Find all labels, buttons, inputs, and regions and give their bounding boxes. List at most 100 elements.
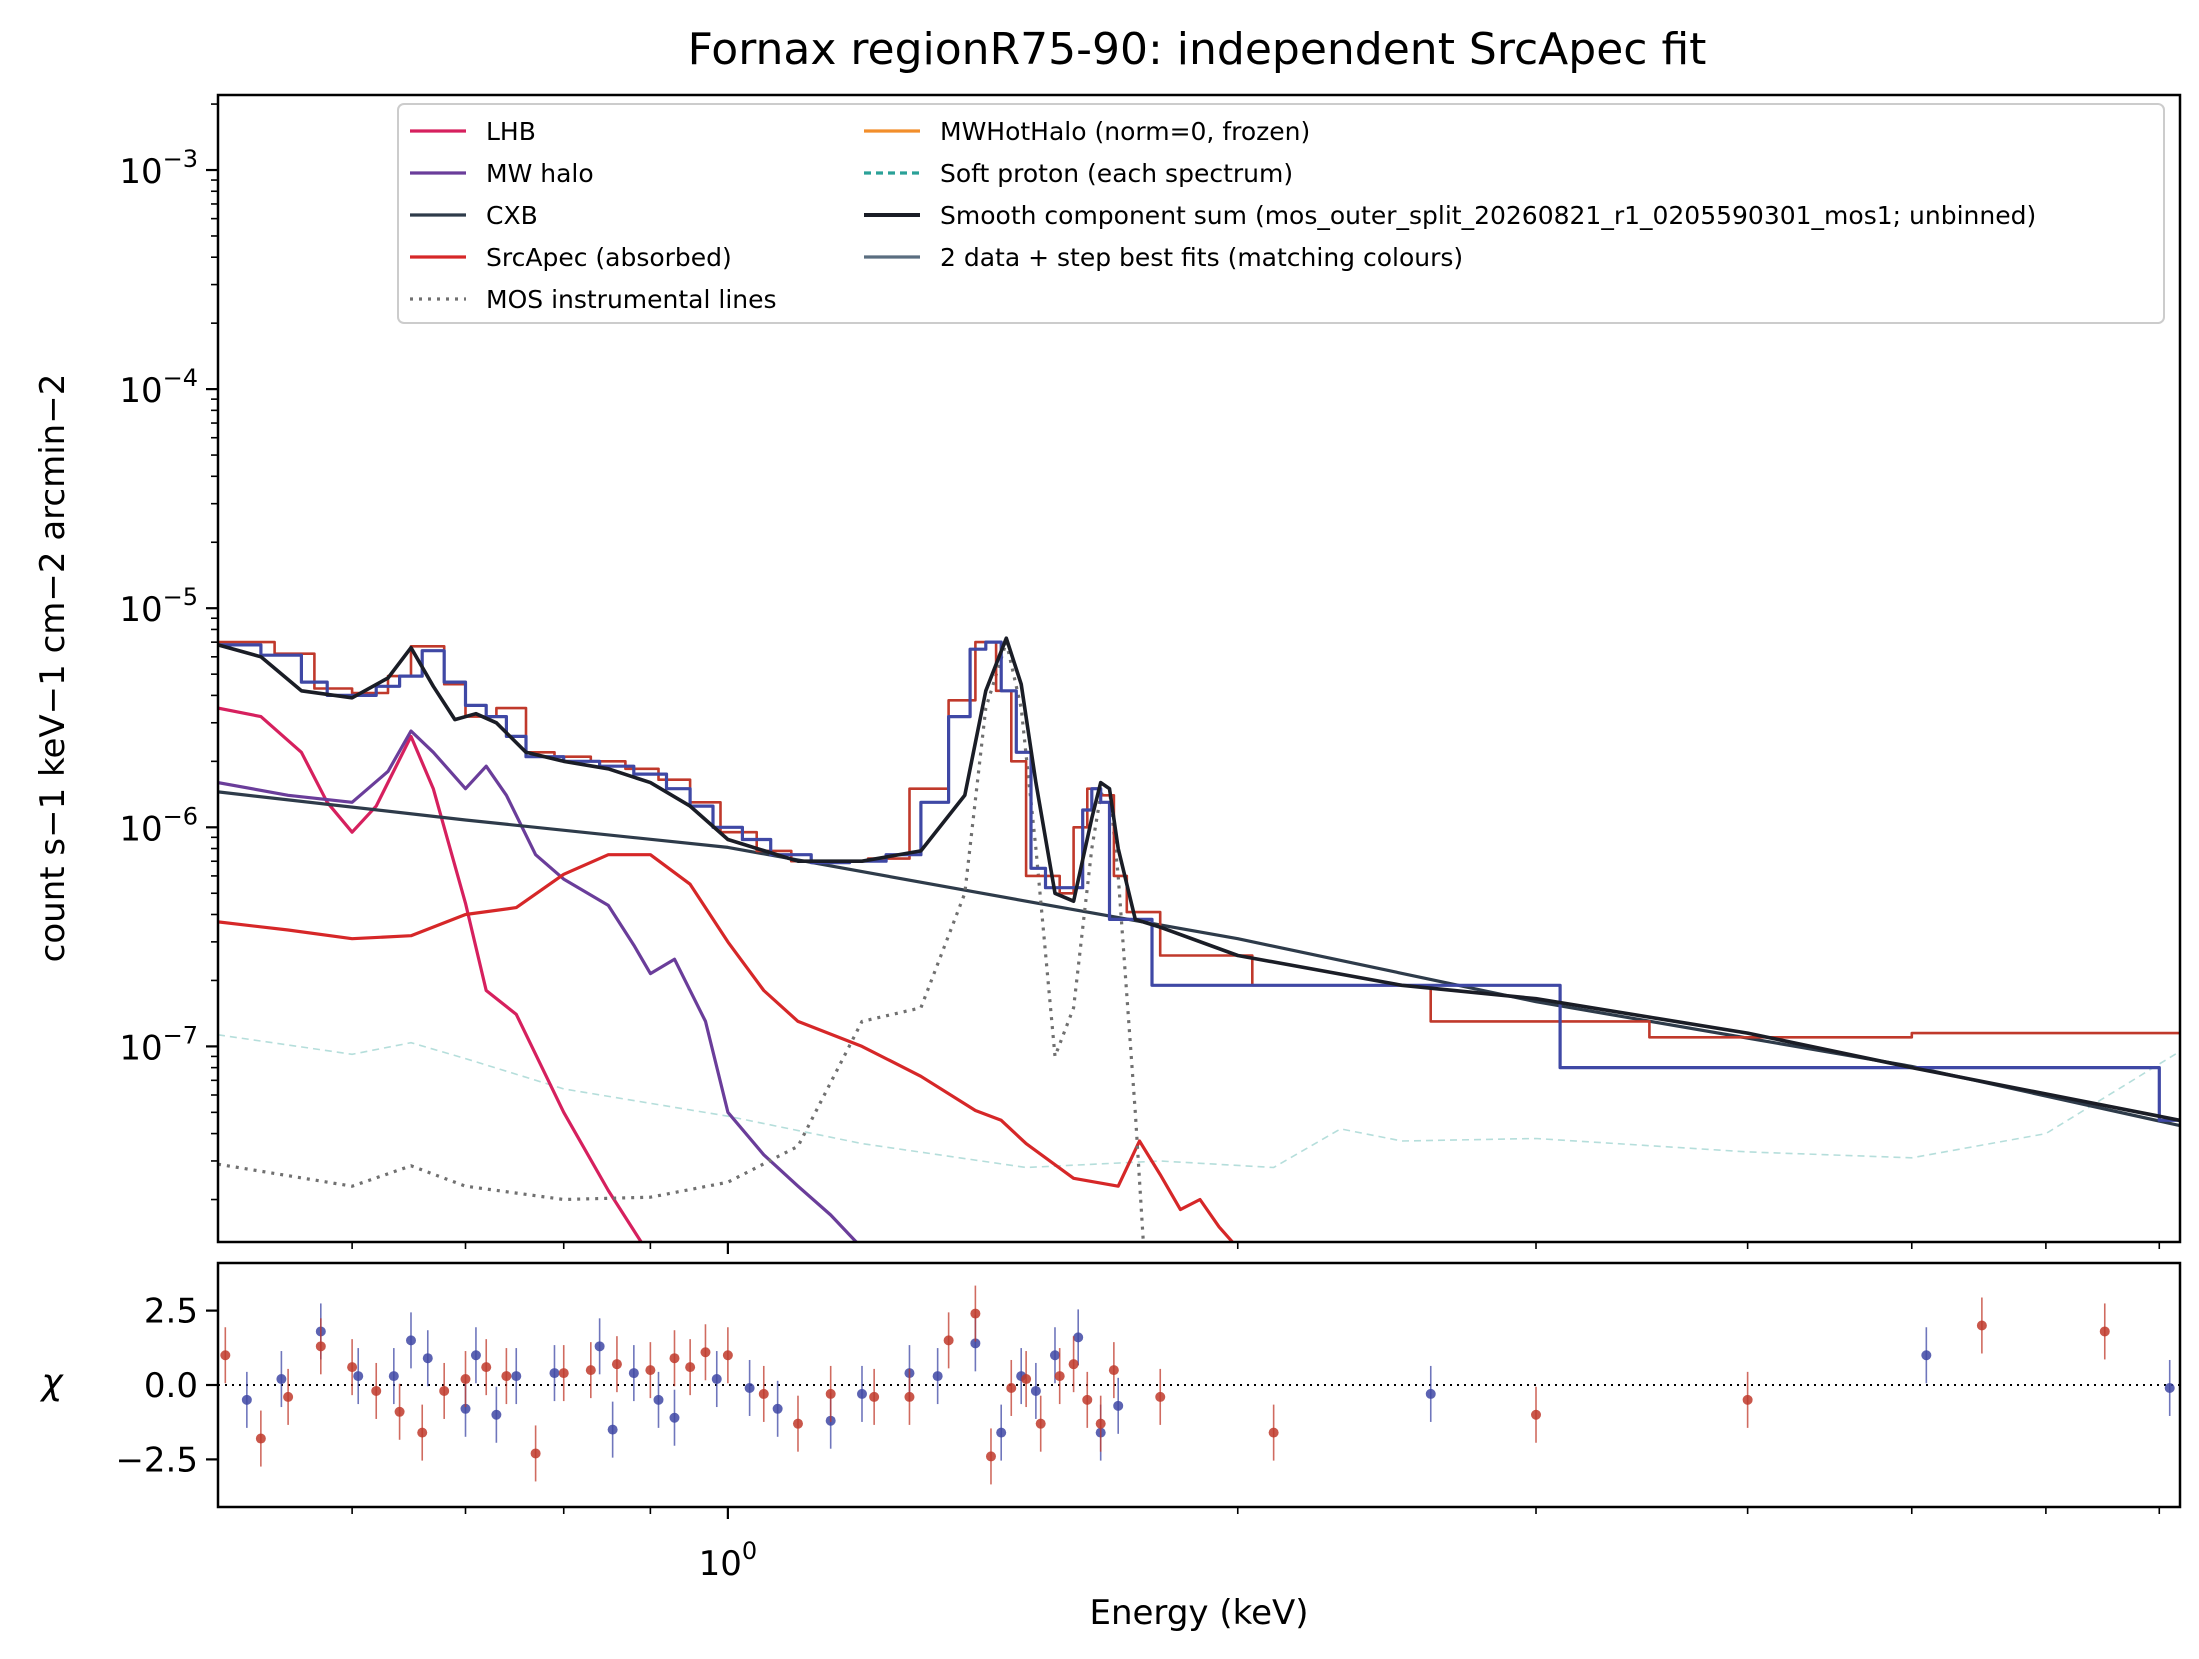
spectrum-panel: 10−3 10−4 10−5 10−6 10−7 count s−1 keV−1 cm−…: [33, 93, 2182, 1254]
x-axis-label: Energy (keV): [1089, 1593, 1308, 1633]
residual-point: [744, 1382, 755, 1393]
residual-point: [653, 1394, 664, 1405]
residual-point: [1035, 1418, 1046, 1429]
legend-label: CXB: [486, 201, 538, 230]
series-srcapec-absorbed: [218, 853, 1235, 1242]
residual-point: [491, 1409, 502, 1420]
residual-point: [792, 1418, 803, 1429]
residual-point: [276, 1374, 287, 1385]
residual-point: [1030, 1385, 1041, 1396]
residual-point: [347, 1362, 358, 1373]
residual-point: [594, 1341, 605, 1352]
residual-point: [869, 1391, 880, 1402]
residual-point: [315, 1341, 326, 1352]
residual-point: [405, 1335, 416, 1346]
series-smooth-component-sum-mos-outer-split-202: [218, 636, 2180, 1123]
residual-point: [1073, 1332, 1084, 1343]
residual-point: [220, 1350, 231, 1361]
residual-point: [1095, 1418, 1106, 1429]
residual-point: [283, 1391, 294, 1402]
series-data-1-blue: [218, 640, 2180, 1122]
residual-point: [1021, 1374, 1032, 1385]
legend-label: MOS instrumental lines: [486, 285, 777, 314]
residual-point: [501, 1371, 512, 1382]
residual-x-ticks: 100: [351, 1507, 2161, 1584]
residual-point: [758, 1388, 769, 1399]
legend-box: [397, 103, 2165, 324]
residual-point: [558, 1368, 569, 1379]
series-lhb: [218, 706, 644, 1242]
residual-point: [611, 1359, 622, 1370]
residual-point: [825, 1388, 836, 1399]
residual-point: [932, 1371, 943, 1382]
residual-point: [2164, 1382, 2175, 1393]
residual-point: [394, 1406, 405, 1417]
y-tick-label: 10−4: [119, 364, 198, 411]
residual-y-tick-label: 0.0: [144, 1366, 198, 1406]
residual-point: [422, 1353, 433, 1364]
residual-point: [1054, 1371, 1065, 1382]
legend-label: SrcApec (absorbed): [486, 243, 732, 272]
residual-y-axis-label: χ: [39, 1362, 64, 1403]
residual-point: [628, 1368, 639, 1379]
residual-point: [1049, 1350, 1060, 1361]
legend-label: MW halo: [486, 159, 594, 188]
residual-point: [371, 1385, 382, 1396]
residual-point: [470, 1350, 481, 1361]
residual-point: [904, 1391, 915, 1402]
residual-panel: 2.5 0.0 −2.5 100 χ: [39, 1261, 2182, 1584]
residual-point: [353, 1371, 364, 1382]
legend-label: LHB: [486, 117, 536, 146]
residual-point: [985, 1451, 996, 1462]
residual-point: [943, 1335, 954, 1346]
y-tick-label: 10−7: [119, 1021, 198, 1068]
y-tick-label: 10−6: [119, 802, 198, 849]
residual-point: [1068, 1359, 1079, 1370]
residual-point: [1082, 1394, 1093, 1405]
residual-point: [970, 1308, 981, 1319]
residual-point: [1425, 1388, 1436, 1399]
series-mos-instrumental-lines: [218, 640, 1145, 1242]
residual-point: [241, 1394, 252, 1405]
y-tick-label: 10−5: [119, 583, 198, 630]
spectrum-y-ticks: 10−3 10−4 10−5 10−6 10−7: [119, 103, 218, 1201]
residual-point: [481, 1362, 492, 1373]
spectrum-x-ticks: [351, 1242, 2161, 1254]
residual-y-tick-label: 2.5: [144, 1292, 198, 1332]
residual-point: [511, 1371, 522, 1382]
legend-label: MWHotHalo (norm=0, frozen): [940, 117, 1310, 146]
chart-title: Fornax regionR75-90: independent SrcApec…: [688, 24, 1707, 75]
residual-point: [1006, 1382, 1017, 1393]
legend-label: Smooth component sum (mos_outer_split_20…: [940, 201, 2036, 230]
residual-point: [1108, 1365, 1119, 1376]
spectrum-axes-frame: [216, 93, 2182, 1244]
spectrum-y-axis-label: count s−1 keV−1 cm−2 arcmin−2: [33, 374, 73, 963]
residual-point: [1742, 1394, 1753, 1405]
residual-point: [1113, 1400, 1124, 1411]
residual-point: [722, 1350, 733, 1361]
legend-items: LHB MW halo CXB SrcApec (absorbed) MOS instr…: [410, 117, 2036, 314]
series-mw-halo: [218, 729, 859, 1242]
residual-point: [645, 1365, 656, 1376]
residual-point: [388, 1371, 399, 1382]
y-tick-label: 10−3: [119, 145, 198, 192]
legend-label: Soft proton (each spectrum): [940, 159, 1293, 188]
residual-point: [996, 1427, 1007, 1438]
residual-point: [685, 1362, 696, 1373]
residual-point: [1155, 1391, 1166, 1402]
residual-point: [439, 1385, 450, 1396]
residual-plot-area: [218, 1285, 2180, 1485]
residual-point: [1531, 1409, 1542, 1420]
residual-point: [669, 1353, 680, 1364]
residual-point: [2099, 1326, 2110, 1337]
legend: LHB MW halo CXB SrcApec (absorbed) MOS instr…: [397, 103, 2165, 324]
residual-point: [856, 1388, 867, 1399]
residual-point: [1976, 1320, 1987, 1331]
residual-point: [460, 1403, 471, 1414]
residual-point: [700, 1347, 711, 1358]
spectrum-plot-area: [218, 636, 2180, 1242]
residual-y-tick-label: −2.5: [115, 1440, 198, 1480]
residual-y-ticks: 2.5 0.0 −2.5: [115, 1292, 218, 1480]
residual-point: [1268, 1427, 1279, 1438]
series-data-2-red: [218, 640, 2180, 1039]
